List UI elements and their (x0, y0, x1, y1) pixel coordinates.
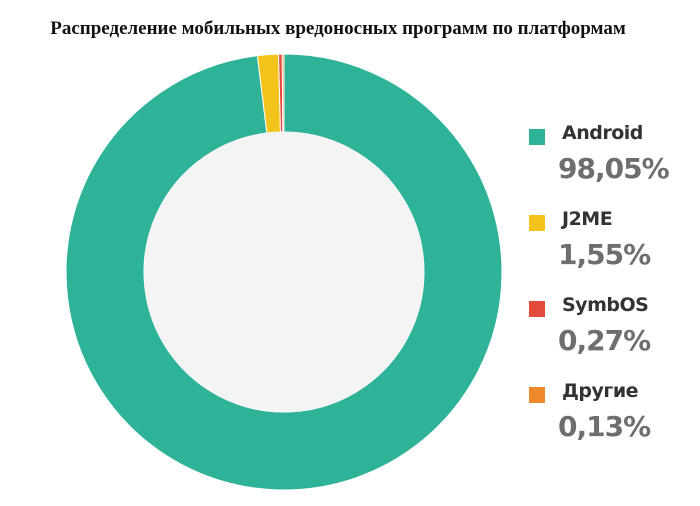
legend-swatch-j2me (529, 215, 545, 231)
legend-swatch-symbos (529, 301, 545, 317)
legend-name-android: Android (562, 122, 643, 144)
legend-name-j2me: J2ME (562, 208, 613, 230)
legend-swatch-android (529, 129, 545, 145)
legend-value-j2me: 1,55% (558, 238, 651, 271)
legend-name-other: Другие (562, 380, 639, 402)
slice-другие (281, 53, 285, 133)
legend-value-other: 0,13% (558, 410, 651, 443)
legend-name-symbos: SymbOS (562, 294, 649, 316)
chart-title: Распределение мобильных вредоносных прог… (50, 18, 626, 39)
legend-value-symbos: 0,27% (558, 324, 651, 357)
legend-value-android: 98,05% (558, 152, 670, 185)
legend-swatch-other (529, 387, 545, 403)
donut-hole (144, 132, 424, 412)
